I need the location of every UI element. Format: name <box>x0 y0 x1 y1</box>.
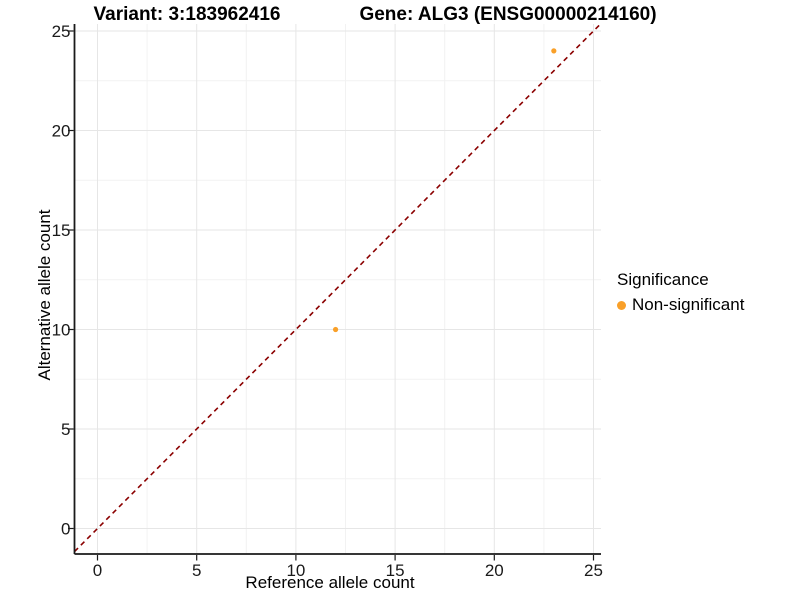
identity-line <box>73 23 602 553</box>
y-axis-title: Alternative allele count <box>35 209 54 381</box>
data-point <box>332 326 339 333</box>
y-tick-label: 5 <box>61 420 70 439</box>
plot-title-gene: Gene: ALG3 (ENSG00000214160) <box>359 4 657 25</box>
x-tick-label: 5 <box>192 561 201 580</box>
y-tick-label: 10 <box>52 321 71 340</box>
data-point <box>551 48 557 54</box>
y-tick-label: 20 <box>52 122 71 141</box>
y-tick-label: 0 <box>61 520 70 539</box>
y-tick-label: 15 <box>52 221 71 240</box>
plot-title-variant: Variant: 3:183962416 <box>93 4 281 25</box>
legend-item-label: Non-significant <box>632 295 745 314</box>
x-axis-title: Reference allele count <box>245 573 415 592</box>
x-tick-label: 25 <box>584 561 603 580</box>
x-tick-label: 15 <box>386 561 405 580</box>
y-tick-label: 25 <box>52 22 71 41</box>
legend-point-icon <box>617 300 626 310</box>
legend-item: Non-significant <box>617 295 744 315</box>
x-tick-label: 20 <box>485 561 504 580</box>
legend: Significance Non-significant <box>617 270 744 315</box>
x-tick-label: 0 <box>93 561 102 580</box>
x-tick-label: 10 <box>286 561 305 580</box>
legend-title: Significance <box>617 270 709 289</box>
